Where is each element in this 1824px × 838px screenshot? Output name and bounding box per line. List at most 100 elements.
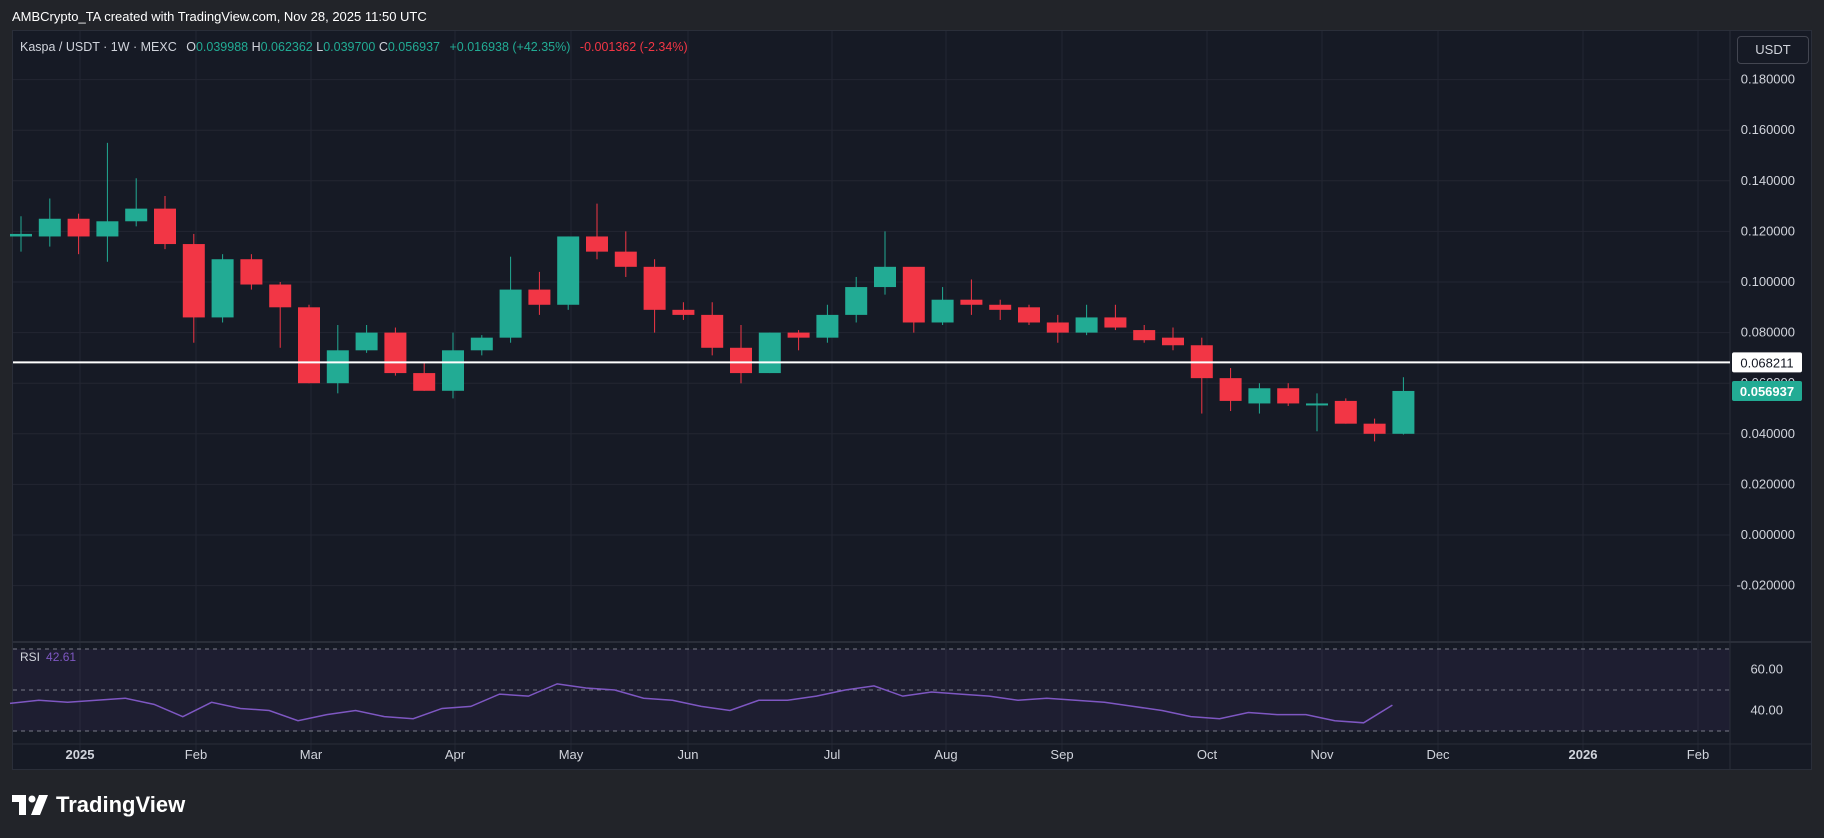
price-axis-tick-label: 0.180000 <box>1741 72 1795 87</box>
candle-body <box>96 221 119 237</box>
candle-body <box>1248 388 1271 404</box>
time-axis-tick-label: Apr <box>445 747 466 762</box>
rsi-axis-tick-label: 40.00 <box>1750 703 1783 718</box>
candle-body <box>614 251 637 267</box>
price-axis-tick-label: 0.100000 <box>1741 274 1795 289</box>
symbol-label: Kaspa / USDT · 1W · MEXC <box>20 40 177 54</box>
time-axis-tick-label: Dec <box>1426 747 1450 762</box>
candle-body <box>355 332 378 351</box>
candle-body <box>125 208 148 222</box>
candle-body <box>902 266 925 323</box>
candle-body <box>845 287 868 315</box>
time-axis-tick-label: Oct <box>1197 747 1218 762</box>
candle-body <box>10 233 32 237</box>
change-value: +0.016938 (+42.35%) <box>449 40 571 54</box>
candle-body <box>384 332 407 374</box>
candle-body <box>1219 378 1242 401</box>
symbol-legend: Kaspa / USDT · 1W · MEXC O0.039988 H0.06… <box>20 40 688 54</box>
candle-body <box>1104 317 1127 328</box>
time-axis-tick-label: Nov <box>1310 747 1334 762</box>
time-axis-tick-label: Jun <box>678 747 699 762</box>
candle-body <box>1162 337 1184 346</box>
candle-body <box>211 259 234 318</box>
candle-body <box>787 332 810 338</box>
level-price-label: 0.068211 <box>1740 355 1793 370</box>
second-change-value: -0.001362 (-2.34%) <box>579 40 688 54</box>
time-axis-tick-label: 2025 <box>66 747 95 762</box>
candle-body <box>960 299 983 305</box>
candle-body <box>931 299 954 323</box>
level-price-tag <box>1732 352 1802 373</box>
candle-body <box>442 350 464 391</box>
close-value: 0.056937 <box>387 40 440 54</box>
candle-body <box>989 304 1012 310</box>
candle-body <box>298 307 320 384</box>
candle-body <box>672 309 695 315</box>
candle-body <box>528 289 551 305</box>
candle-body <box>1075 317 1098 333</box>
candle-body <box>269 284 292 308</box>
time-axis-tick-label: Mar <box>300 747 323 762</box>
price-axis-tick-label: 0.140000 <box>1741 173 1795 188</box>
candle-body <box>1392 390 1415 434</box>
candle-body <box>557 236 580 305</box>
candle-body <box>586 236 608 252</box>
price-axis-tick-label: -0.020000 <box>1736 578 1795 593</box>
time-axis-tick-label: Feb <box>185 747 207 762</box>
open-value: 0.039988 <box>195 40 249 54</box>
time-axis-tick-label: Aug <box>934 747 957 762</box>
last-price-tag <box>1732 380 1802 401</box>
time-axis-tick-label: Jul <box>824 747 841 762</box>
candle-body <box>182 244 205 318</box>
price-axis-tick-label: 0.080000 <box>1741 325 1795 340</box>
close-label: C <box>378 40 388 54</box>
rsi-value: 42.61 <box>46 650 77 664</box>
price-axis-tick-label: 0.040000 <box>1741 426 1795 441</box>
tradingview-brand-name: TradingView <box>56 792 186 817</box>
candle-body <box>874 266 896 288</box>
chart-area[interactable] <box>12 30 1812 770</box>
low-label: L <box>316 40 324 54</box>
high-value: 0.062362 <box>260 40 313 54</box>
tradingview-logo-icon <box>12 795 48 815</box>
candle-body <box>38 218 61 237</box>
high-label: H <box>251 40 261 54</box>
open-label: O <box>186 40 196 54</box>
candle-body <box>413 373 436 391</box>
low-value: 0.039700 <box>323 40 376 54</box>
price-axis-tick-label: 0.160000 <box>1741 122 1795 137</box>
candle-body <box>1046 322 1069 333</box>
rsi-line <box>9 683 1393 724</box>
price-axis-tick-label: 0.020000 <box>1741 476 1795 491</box>
time-axis-tick-label: Sep <box>1050 747 1073 762</box>
candle-body <box>1277 388 1300 404</box>
candle-body <box>240 259 263 285</box>
currency-button[interactable]: USDT <box>1737 36 1809 64</box>
candle-body <box>154 208 176 245</box>
chart-credit: AMBCrypto_TA created with TradingView.co… <box>12 9 427 24</box>
candle-body <box>1334 400 1357 424</box>
last-price-label: 0.056937 <box>1740 384 1794 399</box>
candle-body <box>730 347 752 374</box>
candle-body <box>499 289 522 338</box>
tradingview-logo[interactable]: TradingView <box>12 792 185 818</box>
candle-body <box>67 218 90 237</box>
candle-body <box>1363 423 1386 434</box>
rsi-axis-tick-label: 60.00 <box>1750 662 1783 677</box>
candle-body <box>701 314 724 348</box>
candle-body <box>1133 330 1156 341</box>
time-axis-tick-label: Feb <box>1687 747 1709 762</box>
candle-body <box>326 350 349 384</box>
rsi-label: RSI <box>20 650 41 664</box>
candle-body <box>470 337 493 351</box>
candle-body <box>643 266 666 310</box>
time-axis-tick-label: May <box>559 747 584 762</box>
rsi-legend: RSI 42.61 <box>20 650 76 664</box>
price-axis-tick-label: 0.120000 <box>1741 223 1795 238</box>
price-axis-tick-label: 0.000000 <box>1741 527 1795 542</box>
candle-body <box>1018 307 1040 323</box>
candle-body <box>1306 403 1328 406</box>
candle-body <box>816 314 839 338</box>
time-axis-tick-label: 2026 <box>1569 747 1598 762</box>
